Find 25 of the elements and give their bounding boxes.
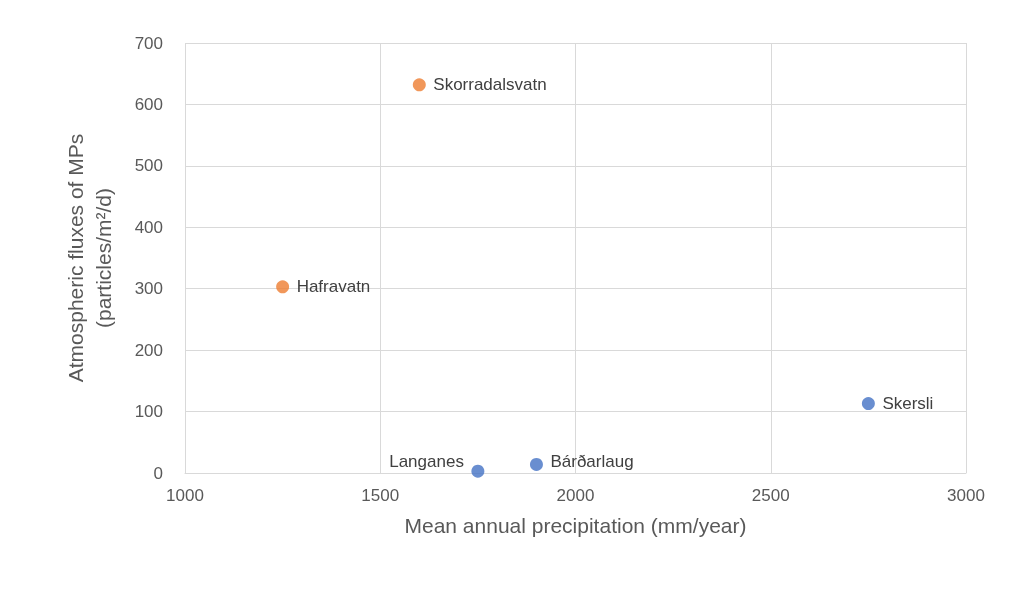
y-tick-label: 0 xyxy=(153,463,163,483)
point xyxy=(412,78,426,92)
y-axis-title: Atmospheric fluxes of MPs (particles/m²/d) xyxy=(63,133,115,383)
x-tick-label: 1500 xyxy=(361,486,400,505)
y-tick-label: 400 xyxy=(134,217,163,237)
point xyxy=(471,464,485,478)
point xyxy=(861,397,875,411)
point xyxy=(529,457,543,471)
annotation: Skersli xyxy=(882,394,934,414)
x-tick-label: 2500 xyxy=(751,486,790,505)
x-tick-label: 2000 xyxy=(556,486,595,505)
x-axis-title: Mean annual precipitation (mm/year) xyxy=(404,514,747,537)
annotation: Langanes xyxy=(389,451,464,471)
y-tick-label: 300 xyxy=(134,279,163,299)
y-tick-label: 600 xyxy=(134,94,163,114)
y-tick-label: 500 xyxy=(134,156,163,176)
point xyxy=(276,280,290,294)
x-tick-label: 3000 xyxy=(947,486,985,505)
annotation: Hafravatn xyxy=(296,277,371,297)
annotation: Skorradalsvatn xyxy=(433,75,547,95)
annotation: Bárðarlaug xyxy=(550,451,634,471)
y-tick-label: 100 xyxy=(134,402,163,422)
y-tick-label: 200 xyxy=(134,340,163,360)
y-tick-label: 700 xyxy=(134,33,163,53)
x-tick-label: 1000 xyxy=(166,486,204,505)
